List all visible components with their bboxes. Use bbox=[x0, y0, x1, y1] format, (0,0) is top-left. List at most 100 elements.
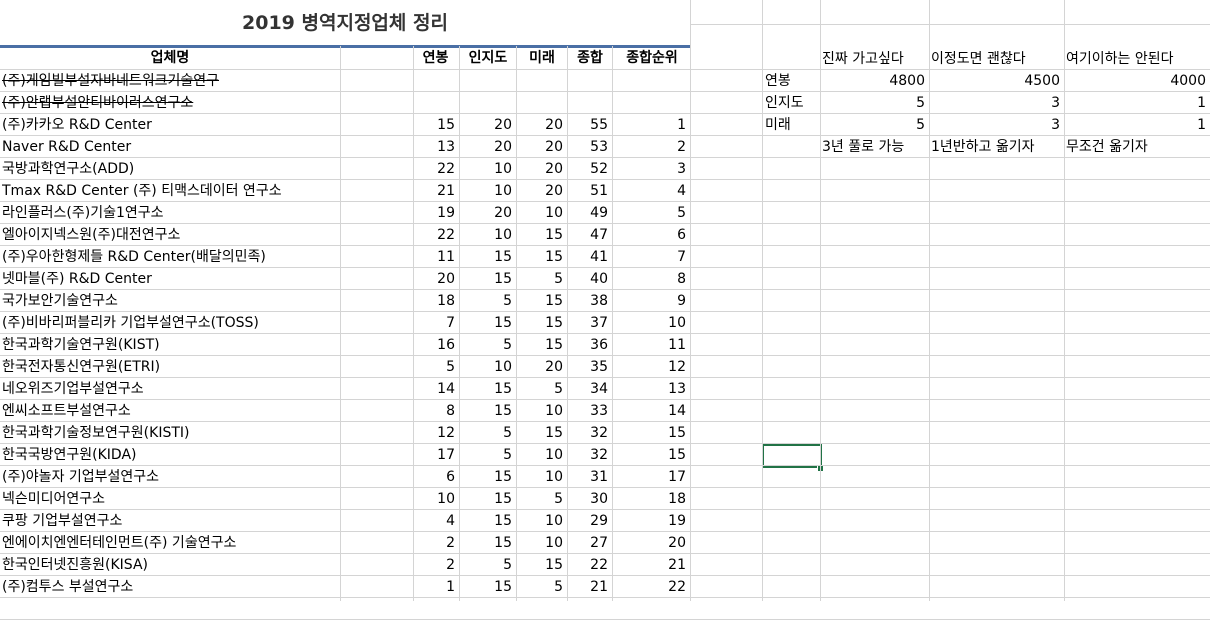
cell-rank[interactable]: 5 bbox=[677, 205, 686, 221]
cell-salary[interactable]: 4 bbox=[446, 513, 455, 529]
legend-row-label[interactable]: 연봉 bbox=[765, 73, 791, 89]
cell-name[interactable]: (주)우아한형제들 R&D Center(배달의민족) bbox=[2, 249, 266, 265]
cell-rank[interactable]: 11 bbox=[668, 337, 686, 353]
cell-total[interactable]: 38 bbox=[590, 293, 608, 309]
cell-name[interactable]: 넷마블(주) R&D Center bbox=[2, 271, 152, 287]
cell-salary[interactable]: 2 bbox=[446, 535, 455, 551]
cell-total[interactable]: 55 bbox=[590, 117, 608, 133]
cell-name[interactable]: 한국과학기술연구원(KIST) bbox=[2, 337, 160, 353]
cell-name[interactable]: (주)안랩부설안티바이러스연구소 bbox=[2, 95, 194, 111]
legend-note[interactable]: 1년반하고 옮기자 bbox=[931, 139, 1035, 155]
cell-future[interactable]: 15 bbox=[545, 557, 563, 573]
legend-value[interactable]: 4800 bbox=[889, 73, 925, 89]
cell-recognition[interactable]: 10 bbox=[494, 183, 512, 199]
cell-recognition[interactable]: 10 bbox=[494, 359, 512, 375]
cell-future[interactable]: 20 bbox=[545, 183, 563, 199]
cell-name[interactable]: Naver R&D Center bbox=[2, 139, 132, 155]
cell-rank[interactable]: 8 bbox=[677, 271, 686, 287]
cell-rank[interactable]: 20 bbox=[668, 535, 686, 551]
cell-salary[interactable]: 10 bbox=[437, 491, 455, 507]
cell-total[interactable]: 30 bbox=[590, 491, 608, 507]
cell-total[interactable]: 35 bbox=[590, 359, 608, 375]
header-recognition[interactable]: 인지도 bbox=[468, 50, 508, 66]
cell-salary[interactable]: 14 bbox=[437, 381, 455, 397]
cell-future[interactable]: 5 bbox=[554, 491, 563, 507]
cell-rank[interactable]: 9 bbox=[677, 293, 686, 309]
legend-value[interactable]: 4000 bbox=[1170, 73, 1206, 89]
cell-salary[interactable]: 1 bbox=[446, 579, 455, 595]
cell-future[interactable]: 15 bbox=[545, 227, 563, 243]
cell-total[interactable]: 53 bbox=[590, 139, 608, 155]
cell-name[interactable]: (주)카카오 R&D Center bbox=[2, 117, 152, 133]
cell-salary[interactable]: 16 bbox=[437, 337, 455, 353]
cell-total[interactable]: 37 bbox=[590, 315, 608, 331]
cell-name[interactable]: (주)야놀자 기업부설연구소 bbox=[2, 469, 160, 485]
cell-recognition[interactable]: 15 bbox=[494, 535, 512, 551]
cell-recognition[interactable]: 15 bbox=[494, 491, 512, 507]
cell-rank[interactable]: 4 bbox=[677, 183, 686, 199]
cell-salary[interactable]: 5 bbox=[446, 359, 455, 375]
cell-recognition[interactable]: 15 bbox=[494, 469, 512, 485]
cell-salary[interactable]: 22 bbox=[437, 161, 455, 177]
cell-rank[interactable]: 2 bbox=[677, 139, 686, 155]
cell-future[interactable]: 10 bbox=[545, 205, 563, 221]
cell-total[interactable]: 52 bbox=[590, 161, 608, 177]
cell-rank[interactable]: 12 bbox=[668, 359, 686, 375]
cell-recognition[interactable]: 20 bbox=[494, 139, 512, 155]
cell-name[interactable]: 쿠팡 기업부설연구소 bbox=[2, 513, 123, 529]
legend-note[interactable]: 3년 풀로 가능 bbox=[822, 139, 905, 155]
cell-salary[interactable]: 11 bbox=[437, 249, 455, 265]
cell-future[interactable]: 15 bbox=[545, 337, 563, 353]
legend-value[interactable]: 3 bbox=[1051, 117, 1060, 133]
cell-recognition[interactable]: 15 bbox=[494, 249, 512, 265]
cell-rank[interactable]: 19 bbox=[668, 513, 686, 529]
cell-salary[interactable]: 19 bbox=[437, 205, 455, 221]
cell-salary[interactable] bbox=[413, 92, 459, 114]
cell-rank[interactable]: 15 bbox=[668, 447, 686, 463]
cell-recognition[interactable]: 15 bbox=[494, 271, 512, 287]
cell-rank[interactable]: 18 bbox=[668, 491, 686, 507]
cell-name[interactable]: 국방과학연구소(ADD) bbox=[2, 161, 135, 177]
cell-future[interactable]: 20 bbox=[545, 161, 563, 177]
cell-salary[interactable]: 21 bbox=[437, 183, 455, 199]
legend-value[interactable]: 5 bbox=[916, 117, 925, 133]
cell-total[interactable]: 29 bbox=[590, 513, 608, 529]
cell-rank[interactable]: 1 bbox=[677, 117, 686, 133]
cell-recognition[interactable]: 5 bbox=[503, 425, 512, 441]
cell-recognition[interactable]: 10 bbox=[494, 227, 512, 243]
cell-total[interactable] bbox=[567, 70, 612, 92]
cell-name[interactable]: 한국인터넷진흥원(KISA) bbox=[2, 557, 148, 573]
header-company[interactable]: 업체명 bbox=[150, 50, 190, 66]
cell-future[interactable]: 20 bbox=[545, 359, 563, 375]
legend-row-label[interactable]: 인지도 bbox=[765, 95, 804, 111]
cell-salary[interactable]: 18 bbox=[437, 293, 455, 309]
cell-recognition[interactable]: 5 bbox=[503, 337, 512, 353]
cell-recognition[interactable]: 20 bbox=[494, 117, 512, 133]
cell-recognition[interactable]: 20 bbox=[494, 205, 512, 221]
cell-total[interactable]: 21 bbox=[590, 579, 608, 595]
cell-salary[interactable] bbox=[413, 70, 459, 92]
cell-total[interactable]: 40 bbox=[590, 271, 608, 287]
cell-salary[interactable]: 12 bbox=[437, 425, 455, 441]
cell-name[interactable]: 엔에이치엔엔터테인먼트(주) 기술연구소 bbox=[2, 535, 237, 551]
cell-rank[interactable]: 14 bbox=[668, 403, 686, 419]
cell-recognition[interactable]: 15 bbox=[494, 513, 512, 529]
legend-col-header[interactable]: 진짜 가고싶다 bbox=[822, 51, 904, 67]
sheet-title[interactable]: 2019 병역지정업체 정리 bbox=[0, 0, 690, 46]
cell-total[interactable]: 32 bbox=[590, 425, 608, 441]
cell-name[interactable]: 국가보안기술연구소 bbox=[2, 293, 118, 309]
cell-salary[interactable]: 15 bbox=[437, 117, 455, 133]
legend-value[interactable]: 1 bbox=[1197, 95, 1206, 111]
cell-recognition[interactable]: 5 bbox=[503, 557, 512, 573]
cell-total[interactable]: 36 bbox=[590, 337, 608, 353]
cell-future[interactable]: 5 bbox=[554, 579, 563, 595]
cell-recognition[interactable] bbox=[459, 92, 516, 114]
cell-salary[interactable]: 8 bbox=[446, 403, 455, 419]
legend-row-label[interactable]: 미래 bbox=[765, 117, 791, 133]
cell-salary[interactable]: 17 bbox=[437, 447, 455, 463]
cell-name[interactable]: 한국전자통신연구원(ETRI) bbox=[2, 359, 161, 375]
cell-salary[interactable]: 7 bbox=[446, 315, 455, 331]
cell-salary[interactable]: 6 bbox=[446, 469, 455, 485]
cell-future[interactable]: 20 bbox=[545, 117, 563, 133]
